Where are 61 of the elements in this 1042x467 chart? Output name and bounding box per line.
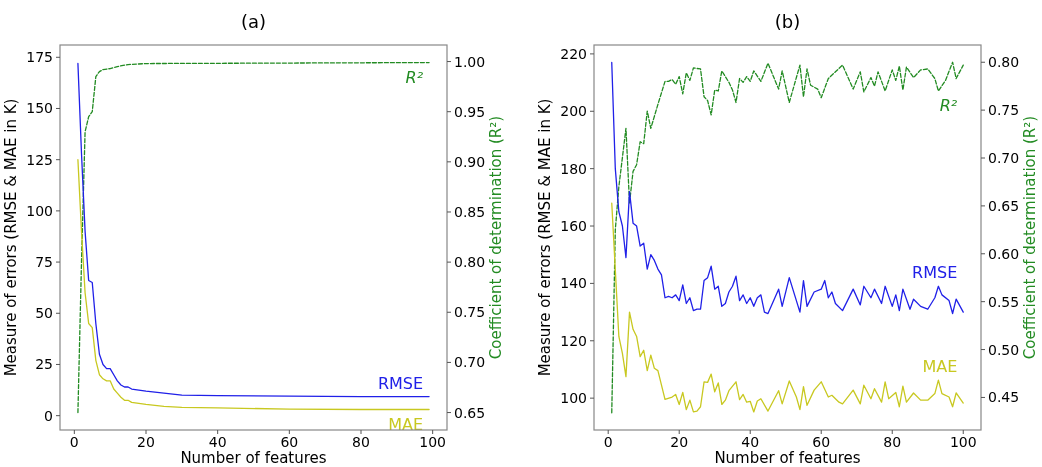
y2-tick-label: 0.55 (988, 293, 1020, 310)
line-series (611, 61, 964, 315)
x-tick-label: 0 (603, 434, 613, 450)
line-series (77, 159, 430, 411)
x-tick-label: 20 (670, 434, 689, 450)
y-tick-label: 140 (560, 275, 587, 292)
y-axis-title: Measure of errors (RMSE & MAE in K) (536, 98, 554, 377)
y2-tick-label: 0.80 (988, 54, 1020, 71)
series-label: R² (405, 67, 424, 87)
y2-tick-label: 0.60 (988, 245, 1020, 262)
line-series (611, 202, 964, 413)
x-tick-label: 0 (69, 434, 79, 450)
series-label: MAE (388, 414, 424, 434)
chart-title: (b) (774, 11, 801, 32)
y-tick-label: 75 (35, 254, 53, 271)
y-tick-label: 150 (26, 100, 53, 117)
y-axis-title: Measure of errors (RMSE & MAE in K) (2, 98, 20, 377)
x-tick-label: 80 (883, 434, 902, 450)
series-label: RMSE (912, 263, 958, 283)
y2-tick-label: 0.85 (454, 203, 486, 220)
y-tick-label: 100 (560, 390, 587, 407)
y-tick-label: 220 (560, 45, 587, 62)
y2-tick-label: 0.70 (988, 150, 1020, 167)
y-tick-label: 200 (560, 103, 587, 120)
x-axis-title: Number of features (180, 449, 327, 467)
y-tick-label: 175 (26, 49, 53, 66)
y-tick-label: 25 (35, 356, 53, 373)
y2-axis-title: Coefficient of determination (R²) (1021, 115, 1039, 360)
y2-tick-label: 0.75 (454, 304, 486, 321)
y2-tick-label: 0.75 (988, 102, 1020, 119)
x-axis-title: Number of features (714, 449, 861, 467)
y-tick-label: 100 (26, 202, 53, 219)
y2-axis-title: Coefficient of determination (R²) (487, 115, 505, 360)
x-tick-label: 80 (352, 434, 370, 450)
x-tick-label: 40 (741, 434, 760, 450)
y-tick-label: 180 (560, 160, 587, 177)
series-label: MAE (922, 357, 958, 377)
y2-tick-label: 0.65 (988, 197, 1020, 214)
y-tick-label: 0 (44, 407, 53, 424)
y2-tick-label: 1.00 (454, 53, 486, 70)
y2-tick-label: 0.90 (454, 153, 486, 170)
y2-tick-label: 0.70 (454, 354, 486, 371)
y2-tick-label: 0.65 (454, 404, 486, 421)
y-tick-label: 160 (560, 218, 587, 235)
y-tick-label: 125 (26, 151, 53, 168)
series-label: R² (939, 95, 958, 115)
x-tick-label: 60 (812, 434, 831, 450)
x-tick-label: 40 (208, 434, 227, 450)
line-series (611, 61, 964, 414)
y-tick-label: 50 (35, 305, 53, 322)
x-tick-label: 20 (137, 434, 155, 450)
y2-tick-label: 0.50 (988, 341, 1020, 358)
y-tick-label: 120 (560, 332, 587, 349)
x-tick-label: 100 (419, 434, 447, 450)
series-label: RMSE (377, 373, 424, 393)
x-tick-label: 60 (280, 434, 299, 450)
x-tick-label: 100 (949, 434, 977, 450)
y2-tick-label: 0.80 (454, 254, 486, 271)
chart-title: (a) (240, 11, 267, 32)
y2-tick-label: 0.95 (454, 103, 486, 120)
y2-tick-label: 0.45 (988, 389, 1020, 406)
